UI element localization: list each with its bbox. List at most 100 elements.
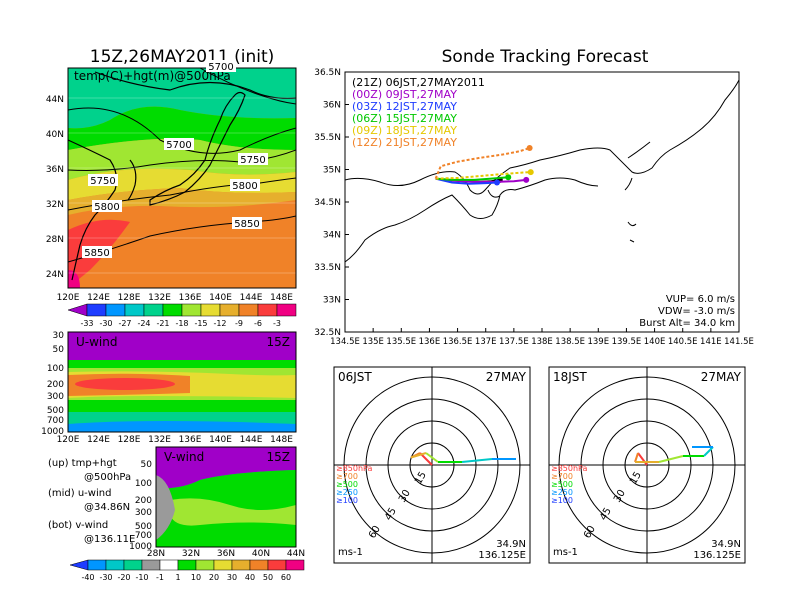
colorbar-segment	[124, 303, 145, 317]
top-lon-tick: 128E	[118, 293, 141, 303]
colorbar-segment	[86, 303, 107, 317]
track-endpoint	[523, 176, 530, 183]
hodograph-legend-entry: ≥100	[551, 496, 573, 505]
contour-label-bg	[206, 60, 236, 72]
hodograph-unit: ms-1	[338, 547, 363, 558]
v-wind-time: 15Z	[267, 450, 291, 464]
track-line	[435, 176, 509, 181]
colorbar-segment	[285, 559, 305, 571]
v-p-tick: 1000	[129, 542, 152, 552]
u-p-tick: 200	[47, 380, 64, 390]
legend-note: (bot) v-wind	[48, 520, 108, 531]
contour-label: 5850	[234, 219, 259, 230]
map-lat-tick: 32.5N	[314, 328, 341, 338]
map-lon-tick: 138E	[531, 337, 553, 347]
colorbar-end	[69, 559, 89, 571]
colorbar-segment	[159, 559, 179, 571]
hodograph-time: 18JST	[553, 370, 587, 384]
colorbar-segment	[141, 559, 161, 571]
map-lon-tick: 137.5E	[499, 337, 529, 347]
map-annotation: VUP= 6.0 m/s	[666, 294, 735, 305]
hodograph-segment	[425, 452, 439, 463]
map-lon-tick: 135.5E	[386, 337, 416, 347]
colorbar-label: 30	[227, 573, 237, 582]
colorbar-label: -40	[81, 573, 94, 582]
hodograph-legend-entry: ≥500	[551, 480, 573, 489]
hodograph-segment	[634, 452, 639, 463]
hodograph-segment	[703, 446, 714, 457]
track-endpoint	[527, 169, 534, 176]
u-p-tick: 30	[53, 331, 65, 341]
top-lon-tick: 148E	[270, 293, 293, 303]
colorbar-segment	[105, 303, 126, 317]
left-legend-notes: (up) tmp+hgt @500hPa (mid) u-wind @34.86N (b…	[48, 458, 135, 545]
legend-note: @500hPa	[84, 472, 131, 483]
hodograph-time: 06JST	[338, 370, 372, 384]
map-lon-tick: 134.5E	[330, 337, 360, 347]
u-p-tick: 500	[47, 406, 64, 416]
v-p-tick: 300	[135, 508, 152, 518]
track-endpoint	[526, 145, 533, 152]
track-line	[435, 171, 531, 180]
u-lon-tick: 148E	[270, 435, 293, 445]
legend-note: @136.11E	[84, 534, 135, 545]
hodograph-legend-entry: ≥850hPa	[336, 464, 373, 473]
track-legend-entry: (00Z) 09JST,27MAY	[352, 88, 457, 101]
v-p-tick: 200	[135, 496, 152, 506]
map-lon-tick: 141E	[700, 337, 722, 347]
contour-label-bg	[230, 179, 260, 191]
v-p-tick: 700	[135, 531, 152, 541]
top-lon-tick: 120E	[57, 293, 80, 303]
v-colorbar: -40 -30 -20 -10 -1 1 10 20 30 40 50 60	[69, 559, 305, 582]
colorbar-segment	[123, 559, 143, 571]
u-lon-tick: 124E	[87, 435, 110, 445]
top-lon-tick: 136E	[179, 293, 202, 303]
u-p-tick: 300	[47, 392, 64, 402]
map-lat-tick: 33N	[323, 296, 341, 306]
colorbar-label: -27	[118, 319, 131, 328]
hodograph-lon: 136.125E	[693, 550, 741, 561]
u-lon-tick: 140E	[209, 435, 232, 445]
hodograph-lat: 34.9N	[496, 539, 526, 550]
colorbar-label: 50	[263, 573, 273, 582]
u-p-tick: 700	[47, 416, 64, 426]
contour-label: 5800	[94, 202, 119, 213]
hodograph-lon: 136.125E	[478, 550, 526, 561]
colorbar-segment	[143, 303, 164, 317]
hodograph-date: 27MAY	[486, 370, 527, 384]
hodograph-legend-entry: ≥700	[551, 472, 573, 481]
contour-label-bg	[88, 174, 118, 186]
map-lat-tick: 35N	[323, 166, 341, 176]
contour-label: 5750	[90, 176, 115, 187]
top-lat-tick: 28N	[46, 235, 64, 245]
top-lon-tick: 144E	[240, 293, 263, 303]
hodograph-segment	[410, 452, 427, 459]
u-p-tick: 1000	[41, 427, 64, 437]
top-lat-tick: 32N	[46, 200, 64, 210]
track-map: 36.5N 36N 35.5N 35N 34.5N 34N 33.5N 33N 32.5N 13…	[314, 68, 754, 347]
v-p-tick: 100	[135, 479, 152, 489]
colorbar-segment	[87, 559, 107, 571]
colorbar-label: -30	[99, 319, 112, 328]
legend-note: @34.86N	[84, 502, 130, 513]
contour-label: 5800	[232, 181, 257, 192]
colorbar-segment	[162, 303, 183, 317]
top-lat-tick: 24N	[46, 270, 64, 280]
contour-label: 5700	[208, 62, 233, 73]
top-lat-tick: 40N	[46, 130, 64, 140]
contour-label: 5700	[166, 140, 191, 151]
colorbar-segment	[181, 303, 202, 317]
colorbar-segment	[200, 303, 221, 317]
hodograph-lat: 34.9N	[711, 539, 741, 550]
v-lat-tick: 44N	[287, 549, 305, 559]
legend-note: (mid) u-wind	[48, 488, 111, 499]
colorbar-segment	[257, 303, 278, 317]
colorbar-segment	[213, 559, 233, 571]
hodograph-legend-entry: ≥700	[336, 472, 358, 481]
v-lat-tick: 40N	[252, 549, 270, 559]
top-lon-tick: 132E	[148, 293, 171, 303]
top-map-label: temp(C)+hgt(m)@500hPa	[74, 69, 231, 83]
hodograph-legend-entry: ≥100	[336, 496, 358, 505]
track-legend-entry: (03Z) 12JST,27MAY	[352, 100, 457, 113]
